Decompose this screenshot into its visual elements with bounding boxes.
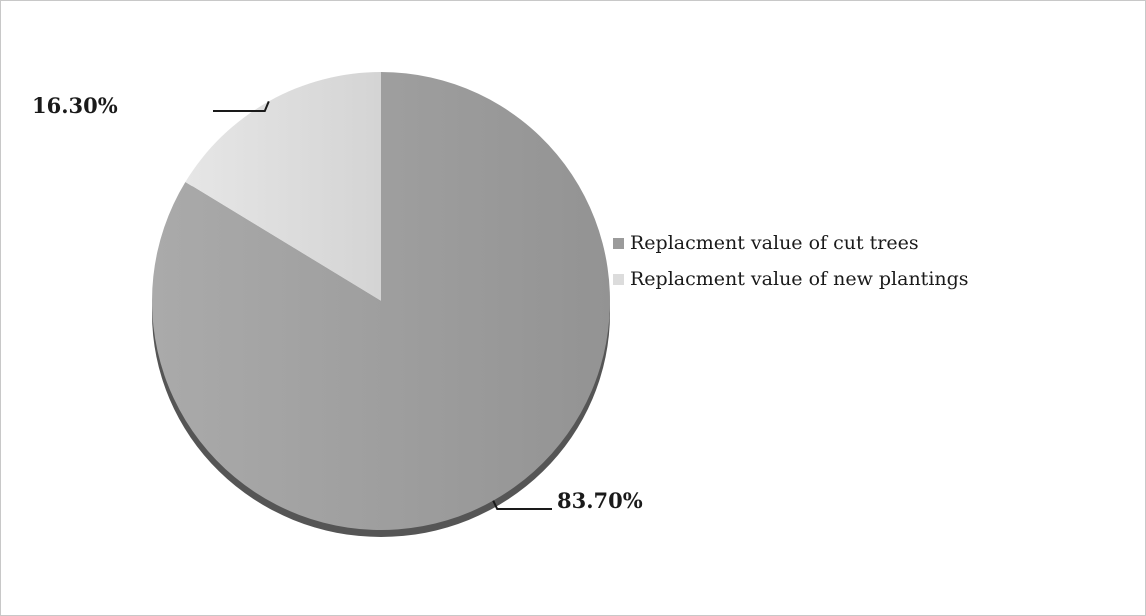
legend-swatch-cut-trees [613, 237, 624, 249]
leader-line-cut-trees [492, 500, 552, 510]
slice-new-plantings [185, 72, 381, 301]
leader-line-new-plantings [213, 100, 270, 112]
legend-item-cut-trees: Replacment value of cut trees [613, 225, 969, 261]
legend: Replacment value of cut trees Replacment… [613, 225, 969, 297]
legend-label-cut-trees: Replacment value of cut trees [630, 232, 919, 254]
data-label-cut-trees: 83.70% [557, 488, 643, 513]
data-label-new-plantings: 16.30% [32, 93, 118, 118]
legend-item-new-plantings: Replacment value of new plantings [613, 261, 969, 297]
legend-swatch-new-plantings [613, 273, 624, 285]
legend-label-new-plantings: Replacment value of new plantings [630, 268, 969, 290]
